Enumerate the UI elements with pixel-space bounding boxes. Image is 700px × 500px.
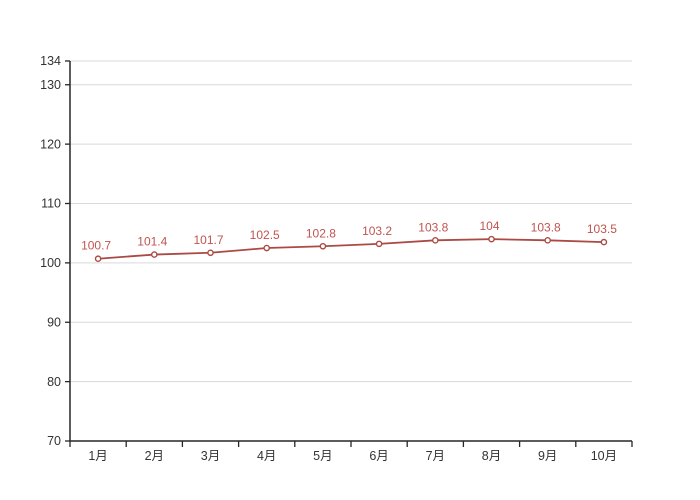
y-tick-label: 134 [40,54,61,68]
data-point-marker [431,237,439,244]
x-tick-label: 10月 [591,449,617,463]
series-line [98,238,604,260]
x-tick-label: 4月 [257,449,276,463]
x-tick-label: 5月 [313,449,332,463]
data-point-label: 100.7 [81,239,111,253]
y-tick-label: 80 [47,375,61,389]
data-point-label: 102.8 [306,226,336,240]
x-tick-label: 3月 [201,449,220,463]
y-tick-label: 100 [40,256,61,270]
y-tick-label: 130 [40,78,61,92]
data-point-label: 103.2 [362,224,392,238]
data-point-marker [544,237,552,244]
x-tick-label: 6月 [369,449,388,463]
x-tick-label: 2月 [145,449,164,463]
data-point-marker [150,251,158,258]
data-point-label: 103.5 [587,222,617,236]
data-point-marker [207,249,214,257]
x-tick-label: 8月 [482,449,501,463]
y-tick-label: 110 [41,197,61,211]
data-point-marker [263,244,271,252]
data-point-marker [375,240,383,248]
x-tick-label: 9月 [538,449,557,463]
x-tick-label: 7月 [426,449,445,463]
x-tick-label: 1月 [88,449,107,463]
data-point-marker [94,255,102,263]
data-point-label: 103.8 [418,220,448,234]
data-point-label: 102.5 [250,228,280,242]
data-point-marker [319,242,327,250]
data-point-marker [600,238,608,246]
y-tick-label: 120 [40,137,61,151]
y-tick-label: 90 [47,315,61,329]
data-point-label: 101.7 [193,233,223,247]
data-point-label: 103.8 [531,220,561,234]
data-point-label: 104 [479,219,499,233]
data-point-label: 101.4 [137,235,167,249]
data-point-marker [488,235,495,243]
y-tick-label: 70 [47,434,61,448]
